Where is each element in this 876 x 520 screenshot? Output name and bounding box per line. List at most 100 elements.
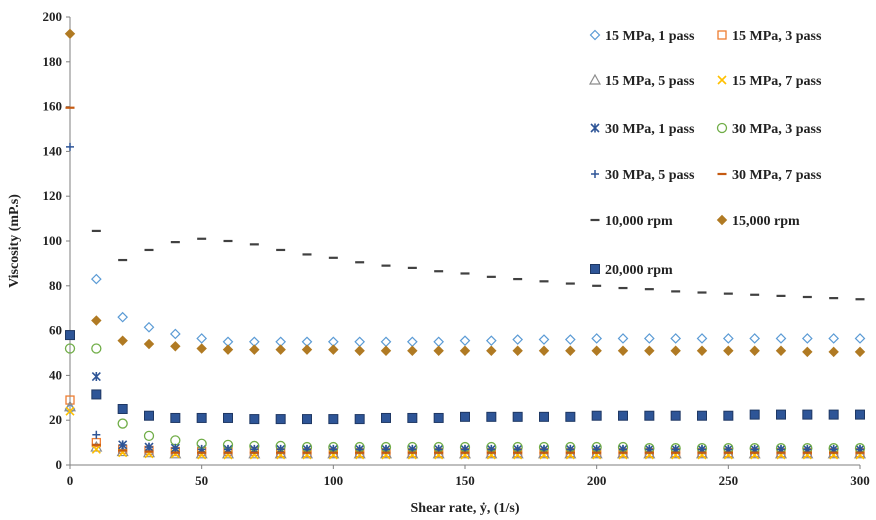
data-point	[407, 412, 418, 423]
data-point	[143, 321, 155, 333]
legend-marker	[716, 122, 728, 134]
data-point	[591, 345, 602, 356]
data-point	[433, 412, 444, 423]
legend-item: 15 MPa, 1 pass	[589, 29, 695, 44]
data-point	[459, 345, 471, 356]
data-point	[117, 418, 128, 429]
data-point	[644, 410, 655, 421]
data-point	[670, 345, 681, 356]
data-point	[171, 444, 180, 453]
data-point	[92, 430, 101, 439]
data-point	[407, 345, 418, 356]
legend-marker	[717, 75, 727, 85]
y-tick-label: 60	[49, 323, 62, 338]
legend-marker	[591, 170, 599, 178]
data-point	[275, 344, 286, 355]
y-tick-label: 100	[43, 233, 63, 248]
data-point	[855, 409, 865, 420]
series-7	[66, 142, 864, 454]
data-point	[433, 345, 444, 356]
data-point	[143, 338, 155, 350]
data-point	[170, 435, 181, 446]
data-point	[749, 333, 761, 344]
data-point	[617, 333, 629, 344]
legend-marker	[590, 123, 600, 133]
y-tick-label: 20	[49, 412, 62, 427]
data-point	[538, 334, 550, 345]
series-10	[64, 28, 866, 358]
legend-label: 20,000 rpm	[605, 263, 673, 278]
data-point	[854, 333, 866, 344]
legend-item: 30 MPa, 3 pass	[716, 122, 822, 137]
legend-item: 20,000 rpm	[590, 263, 673, 278]
data-point	[91, 371, 101, 382]
data-point	[644, 345, 655, 356]
x-tick-label: 300	[850, 473, 870, 488]
data-point	[618, 410, 628, 421]
axes: 0 20 40 60 80 100 120 140 160 180 200 0 50 100 150 200 2…	[43, 9, 870, 488]
x-tick-label: 250	[719, 473, 739, 488]
data-point	[145, 443, 153, 452]
data-point	[828, 409, 839, 420]
data-point	[512, 334, 524, 345]
legend-label: 15 MPa, 1 pass	[605, 29, 695, 44]
data-point	[64, 343, 76, 354]
data-point	[249, 414, 260, 425]
data-point	[196, 333, 208, 344]
data-point	[564, 334, 576, 345]
data-point	[64, 28, 76, 40]
data-point	[118, 440, 127, 449]
data-point	[65, 406, 75, 416]
data-point	[354, 345, 365, 356]
legend-item: 15 MPa, 3 pass	[717, 29, 822, 44]
data-point	[91, 343, 102, 354]
data-point	[65, 395, 75, 405]
legend-label: 15 MPa, 7 pass	[732, 74, 822, 89]
data-point	[459, 335, 471, 347]
data-point	[485, 335, 497, 347]
data-point	[591, 410, 602, 421]
data-point	[617, 345, 629, 356]
data-point	[169, 328, 181, 340]
data-point	[512, 411, 523, 422]
y-tick-label: 40	[49, 367, 62, 382]
series-9	[91, 229, 865, 301]
data-point	[65, 330, 75, 341]
series-11	[65, 330, 865, 425]
data-points	[63, 28, 867, 460]
y-tick-label: 0	[56, 457, 63, 472]
data-point	[380, 345, 392, 356]
data-point	[91, 444, 101, 454]
legend-item: 30 MPa, 7 pass	[717, 168, 822, 183]
data-point	[380, 336, 392, 348]
y-tick-label: 180	[43, 54, 63, 69]
data-point	[512, 345, 523, 356]
legend-item: 10,000 rpm	[590, 214, 673, 229]
data-point	[223, 412, 233, 423]
data-point	[406, 336, 418, 348]
data-point	[749, 409, 760, 420]
data-point	[775, 333, 787, 344]
y-tick-label: 140	[43, 143, 63, 158]
data-point	[91, 315, 102, 326]
data-point	[196, 412, 207, 423]
legend-item: 15,000 rpm	[716, 214, 800, 229]
legend-marker	[717, 30, 727, 40]
data-point	[433, 336, 445, 348]
legend-item: 30 MPa, 1 pass	[590, 122, 695, 137]
data-point	[302, 414, 312, 425]
data-point	[460, 411, 470, 422]
data-point	[90, 273, 102, 285]
data-point	[381, 412, 391, 423]
data-point	[670, 333, 682, 344]
data-point	[486, 345, 497, 356]
legend-marker	[716, 214, 728, 226]
data-point	[854, 346, 866, 358]
data-point	[723, 410, 734, 421]
data-point	[91, 389, 102, 400]
y-tick-label: 200	[43, 9, 63, 24]
x-tick-label: 100	[324, 473, 344, 488]
data-point	[591, 333, 603, 344]
legend-label: 30 MPa, 7 pass	[732, 168, 822, 183]
